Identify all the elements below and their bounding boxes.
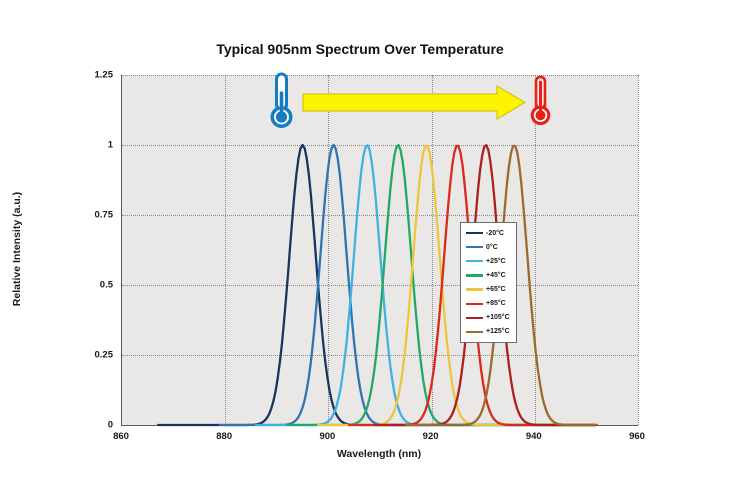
y-tick-label: 0.75 <box>94 209 114 221</box>
legend-swatch <box>466 274 483 277</box>
hot-thermometer-icon <box>530 75 551 126</box>
x-axis-title: Wavelength (nm) <box>336 448 422 460</box>
legend-label: +85°C <box>486 300 506 308</box>
y-tick-label: 1.25 <box>94 69 114 81</box>
legend-swatch <box>466 231 483 235</box>
v-gridline <box>534 75 536 425</box>
x-tick-label: 960 <box>629 431 645 442</box>
legend-swatch <box>466 246 483 249</box>
legend-label: -20°C <box>486 229 504 237</box>
h-gridline <box>122 355 638 356</box>
legend-label: +125°C <box>486 328 510 336</box>
legend-swatch <box>466 316 483 319</box>
chart-title: Typical 905nm Spectrum Over Temperature <box>216 41 504 57</box>
plot-area <box>121 75 639 427</box>
h-gridline <box>122 145 638 146</box>
cold-thermometer-icon <box>270 72 293 128</box>
legend-label: 0°C <box>486 243 498 251</box>
y-axis-title: Relative Intensity (a.u.) <box>11 191 23 307</box>
temperature-shift-arrow-icon <box>302 85 526 120</box>
x-tick-label: 900 <box>319 431 336 442</box>
legend: -20°C 0°C +25°C +45°C +65°C +85°C +105°C +125°C <box>460 222 517 343</box>
v-gridline <box>431 75 433 425</box>
legend-item: +85°C <box>466 300 516 307</box>
v-gridline <box>225 75 227 425</box>
h-gridline <box>122 75 638 76</box>
legend-label: +25°C <box>486 257 506 265</box>
v-gridline <box>328 75 330 425</box>
legend-item: +125°C <box>466 328 516 335</box>
thermometer-part <box>535 110 546 121</box>
legend-item: -20°C <box>466 230 516 237</box>
y-tick-label: 0.25 <box>94 349 114 361</box>
legend-swatch <box>466 302 483 305</box>
x-tick-label: 940 <box>525 431 542 442</box>
x-tick-label: 860 <box>113 431 129 442</box>
legend-item: +45°C <box>466 272 516 279</box>
h-gridline <box>122 285 638 286</box>
legend-label: +45°C <box>486 271 506 279</box>
legend-label: +65°C <box>486 286 506 294</box>
legend-swatch <box>466 288 483 291</box>
legend-item: +65°C <box>466 286 516 293</box>
h-gridline <box>122 215 638 216</box>
y-tick-label: 0 <box>107 419 113 431</box>
legend-swatch <box>466 330 483 334</box>
legend-swatch <box>466 260 483 263</box>
legend-label: +105°C <box>486 314 510 322</box>
y-tick-label: 1 <box>107 139 113 151</box>
thermometer-part <box>275 111 288 123</box>
legend-item: 0°C <box>466 244 516 251</box>
spectrum-curves <box>156 143 598 427</box>
v-gridline <box>638 75 639 425</box>
legend-item: +105°C <box>466 314 516 321</box>
legend-item: +25°C <box>466 258 516 265</box>
x-tick-label: 920 <box>422 431 439 442</box>
arrow-shape <box>302 85 526 120</box>
x-tick-label: 880 <box>216 431 233 442</box>
y-tick-label: 0.5 <box>99 279 113 291</box>
